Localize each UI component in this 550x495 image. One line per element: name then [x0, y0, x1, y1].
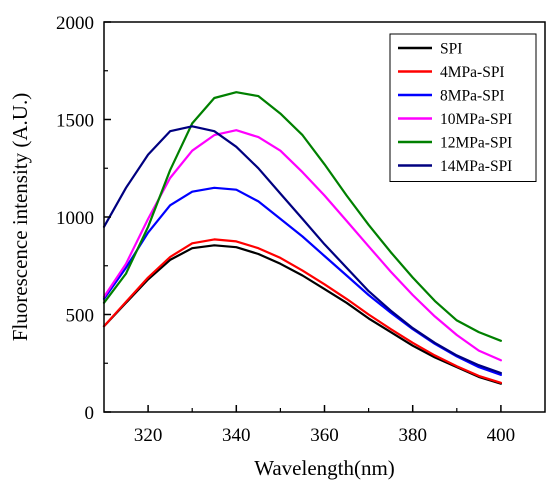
series-layer	[102, 91, 502, 385]
series-line-5	[102, 125, 502, 375]
legend-box	[389, 33, 537, 182]
ticks-layer: 320 340 360 380 400 0 500 1000 1500 2000	[56, 13, 515, 446]
x-tick-label: 340	[222, 425, 251, 446]
series-line-3	[102, 129, 502, 362]
y-tick-label: 1500	[56, 111, 94, 132]
x-tick-label: 320	[134, 425, 163, 446]
legend-label-0: SPI	[440, 41, 462, 58]
y-tick-label: 0	[85, 403, 95, 424]
series-line-4	[102, 91, 502, 342]
series-line-0	[102, 244, 502, 385]
x-tick-label: 360	[310, 425, 339, 446]
x-tick-label: 400	[487, 425, 516, 446]
legend-label-1: 4MPa-SPI	[440, 64, 505, 81]
y-tick-label: 500	[66, 306, 95, 327]
series-line-1	[102, 238, 502, 384]
legend-label-3: 10MPa-SPI	[440, 111, 512, 128]
x-axis-title: Wavelength(nm)	[254, 456, 395, 480]
y-tick-label: 1000	[56, 208, 94, 229]
y-tick-label: 2000	[56, 13, 94, 34]
legend-label-5: 14MPa-SPI	[440, 158, 512, 175]
y-axis-title: Fluorescence intensity (A.U.)	[8, 93, 32, 341]
x-tick-label: 380	[398, 425, 427, 446]
legend-label-2: 8MPa-SPI	[440, 88, 505, 105]
legend-label-4: 12MPa-SPI	[440, 135, 512, 152]
legend: SPI 4MPa-SPI 8MPa-SPI 10MPa-SPI 12MPa-SPI 14M…	[389, 33, 537, 182]
